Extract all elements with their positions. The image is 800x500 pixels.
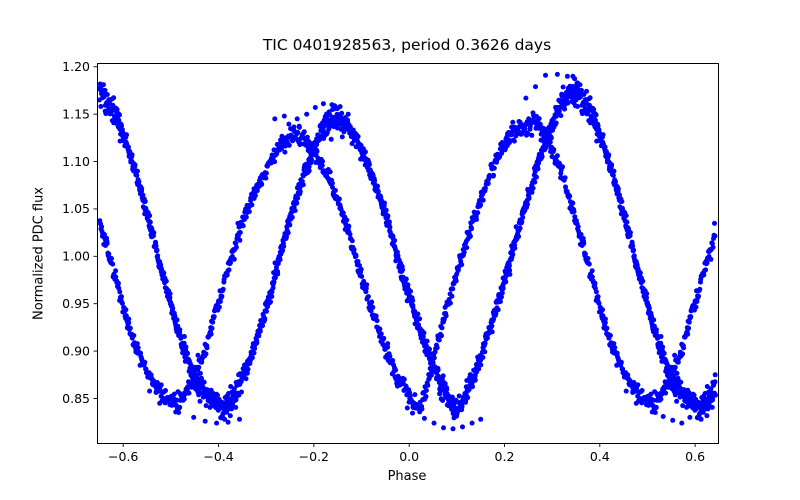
- x-tick-label: 0.4: [590, 449, 610, 464]
- chart-title: TIC 0401928563, period 0.3626 days: [262, 36, 552, 54]
- y-tick-label: 0.90: [62, 343, 90, 358]
- x-tick-label: −0.6: [108, 449, 138, 464]
- scatter-points: [96, 71, 718, 432]
- y-tick-label: 0.95: [62, 296, 90, 311]
- folded-trace-1: [97, 110, 718, 416]
- y-tick-label: 1.10: [62, 154, 90, 169]
- x-tick-label: 0.2: [495, 449, 515, 464]
- x-axis-tick-labels: −0.6 −0.4 −0.2 0.0 0.2 0.4 0.6: [108, 449, 705, 464]
- x-tick-label: 0.0: [399, 449, 419, 464]
- y-tick-label: 1.20: [62, 59, 90, 74]
- x-tick-label: −0.4: [203, 449, 233, 464]
- y-axis-tick-labels: 0.85 0.90 0.95 1.00 1.05 1.10 1.15 1.20: [62, 59, 90, 406]
- y-tick-label: 1.05: [62, 201, 90, 216]
- folded-trace-2: [96, 73, 718, 422]
- x-axis-ticks: [122, 443, 696, 447]
- y-tick-label: 0.85: [62, 391, 90, 406]
- x-tick-label: −0.2: [299, 449, 329, 464]
- y-axis-ticks: [93, 66, 98, 399]
- y-axis-label: Normalized PDC flux: [31, 186, 47, 321]
- y-tick-label: 1.15: [62, 106, 90, 121]
- x-axis-label: Phase: [387, 469, 427, 484]
- axes-box: [97, 63, 719, 444]
- y-tick-label: 1.00: [62, 249, 90, 264]
- x-tick-label: 0.6: [685, 449, 705, 464]
- outlier-points: [191, 71, 693, 432]
